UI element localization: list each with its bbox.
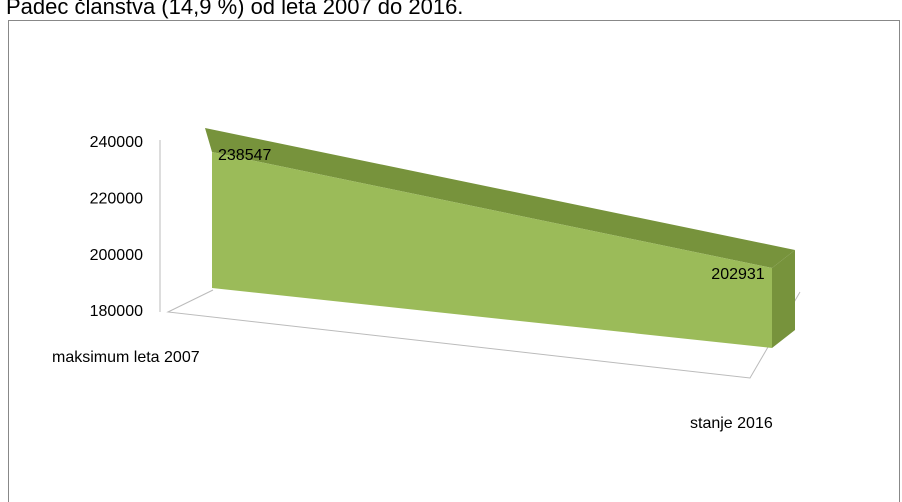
- data-label: 202931: [711, 266, 764, 283]
- y-tick-label: 200000: [90, 247, 143, 264]
- data-label: 238547: [218, 147, 271, 164]
- chart-title: Padec članstva (14,9 %) od leta 2007 do …: [6, 0, 463, 19]
- y-tick-label: 180000: [90, 303, 143, 320]
- area-side: [772, 250, 795, 348]
- y-tick-label: 240000: [90, 134, 143, 151]
- y-tick-label: 220000: [90, 191, 143, 208]
- x-tick-label: maksimum leta 2007: [52, 349, 200, 366]
- area-top: [205, 128, 795, 268]
- x-tick-label: stanje 2016: [690, 415, 773, 432]
- area-front: [212, 152, 772, 348]
